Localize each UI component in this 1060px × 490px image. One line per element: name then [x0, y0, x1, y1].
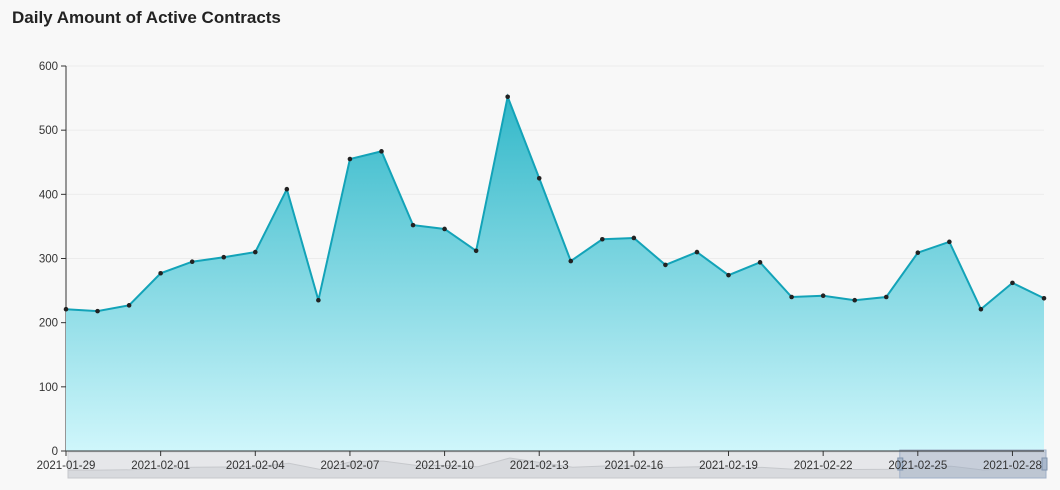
chart-title: Daily Amount of Active Contracts [12, 8, 281, 27]
data-point [347, 156, 353, 162]
data-point [726, 272, 731, 278]
data-point [789, 294, 794, 300]
data-point [63, 306, 69, 312]
data-point [252, 249, 258, 255]
data-point [820, 293, 826, 299]
data-point [473, 248, 479, 254]
y-tick-label: 400 [39, 189, 58, 201]
data-point [883, 294, 889, 300]
data-point [536, 175, 542, 181]
data-point [915, 250, 921, 256]
data-zoom-selection[interactable] [899, 449, 1047, 479]
data-point [379, 149, 384, 154]
data-point [189, 259, 195, 265]
data-point [505, 94, 510, 100]
y-tick-label: 300 [39, 254, 58, 266]
data-point [316, 297, 321, 303]
x-tick-label: 2021-01-29 [37, 460, 96, 472]
x-tick-label: 2021-02-28 [983, 460, 1042, 472]
x-tick-label: 2021-02-13 [510, 460, 569, 472]
data-point [1010, 280, 1015, 286]
data-point [410, 222, 416, 228]
x-tick-label: 2021-02-22 [794, 460, 853, 472]
data-point [663, 262, 668, 268]
data-point [600, 236, 605, 242]
data-point [852, 297, 858, 303]
data-point [631, 235, 637, 241]
data-point [978, 306, 984, 312]
data-point [284, 186, 290, 192]
y-tick-label: 0 [52, 446, 58, 458]
data-point [95, 308, 100, 314]
data-point [568, 258, 574, 264]
x-tick-label: 2021-02-25 [888, 460, 947, 472]
data-zoom-handle[interactable] [897, 457, 904, 471]
y-tick-label: 100 [39, 382, 58, 394]
x-tick-label: 2021-02-19 [699, 460, 758, 472]
y-tick-label: 200 [39, 318, 58, 330]
data-point [757, 260, 763, 265]
data-point [694, 249, 700, 255]
y-tick-label: 500 [39, 125, 58, 137]
x-tick-label: 2021-02-16 [604, 460, 663, 472]
area-fill [66, 96, 1044, 452]
series-line [65, 93, 1045, 313]
data-point [947, 239, 952, 245]
y-tick-label: 600 [39, 61, 58, 73]
x-tick-label: 2021-02-10 [415, 460, 474, 472]
data-point [126, 303, 132, 308]
data-point [158, 270, 163, 276]
data-point [442, 226, 447, 232]
data-point [221, 254, 227, 260]
x-tick-label: 2021-02-01 [131, 460, 190, 472]
x-tick-label: 2021-02-07 [321, 460, 380, 472]
data-zoom-handle[interactable] [1041, 457, 1048, 471]
data-point [1041, 295, 1047, 301]
x-tick-label: 2021-02-04 [226, 460, 285, 472]
data-zoom-preview [67, 457, 1047, 479]
